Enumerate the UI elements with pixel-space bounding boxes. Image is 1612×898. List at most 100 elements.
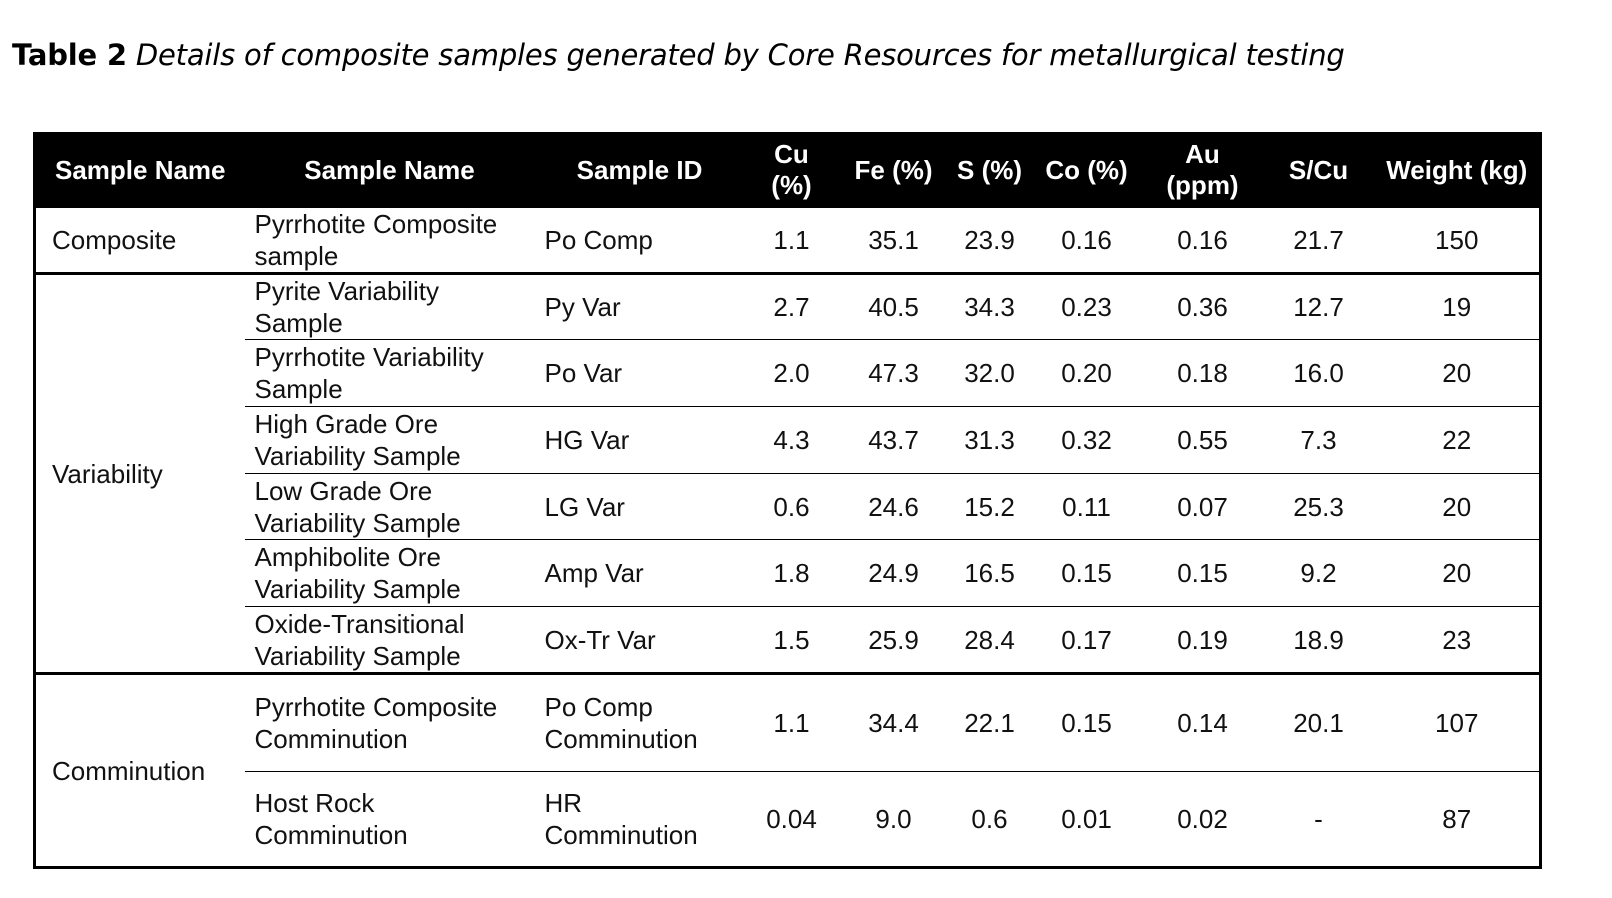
col-header: Sample Name xyxy=(34,133,245,207)
col-header: Au (ppm) xyxy=(1142,133,1263,207)
scu-cell: 25.3 xyxy=(1262,473,1375,540)
sample-id-cell: Ox-Tr Var xyxy=(534,606,745,674)
weight-cell: 20 xyxy=(1374,339,1541,407)
sample-name-cell: Oxide-Transitional Variability Sample xyxy=(244,606,535,674)
sample-name-cell: Pyrite Variability Sample xyxy=(244,272,535,340)
scu-cell: 7.3 xyxy=(1262,406,1375,474)
s-cell: 23.9 xyxy=(948,205,1031,274)
table-caption: Table 2 Details of composite samples gen… xyxy=(12,38,1345,72)
col-header: Weight (kg) xyxy=(1374,133,1541,207)
table-row: Low Grade Ore Variability Sample LG Var 0.… xyxy=(35,473,1541,540)
au-cell: 0.36 xyxy=(1142,272,1263,340)
au-cell: 0.18 xyxy=(1142,339,1263,407)
fe-cell: 40.5 xyxy=(838,272,949,340)
cu-cell: 1.1 xyxy=(744,205,839,274)
co-cell: 0.15 xyxy=(1030,539,1143,607)
col-header: Co (%) xyxy=(1030,133,1143,207)
s-cell: 15.2 xyxy=(948,473,1031,540)
sample-id-cell: Amp Var xyxy=(534,539,745,607)
co-cell: 0.20 xyxy=(1030,339,1143,407)
fe-cell: 43.7 xyxy=(838,406,949,474)
sample-name-cell: Low Grade Ore Variability Sample xyxy=(244,473,535,540)
table-row: High Grade Ore Variability Sample HG Var 4… xyxy=(35,406,1541,474)
cu-cell: 0.6 xyxy=(744,473,839,540)
fe-cell: 9.0 xyxy=(838,771,949,868)
s-cell: 34.3 xyxy=(948,272,1031,340)
caption-text: Details of composite samples generated b… xyxy=(135,38,1345,72)
cu-cell: 1.5 xyxy=(744,606,839,674)
cu-cell: 0.04 xyxy=(744,771,839,868)
co-cell: 0.01 xyxy=(1030,771,1143,868)
sample-name-cell: Pyrrhotite Composite sample xyxy=(244,205,535,274)
sample-name-cell: High Grade Ore Variability Sample xyxy=(244,406,535,474)
group-label: Composite xyxy=(34,205,245,274)
au-cell: 0.02 xyxy=(1142,771,1263,868)
fe-cell: 34.4 xyxy=(838,672,949,772)
weight-cell: 107 xyxy=(1374,672,1541,772)
s-cell: 28.4 xyxy=(948,606,1031,674)
scu-cell: - xyxy=(1262,771,1375,868)
co-cell: 0.11 xyxy=(1030,473,1143,540)
table-row: Oxide-Transitional Variability Sample Ox-… xyxy=(35,606,1541,674)
samples-table: Sample Name Sample Name Sample ID Cu (%)… xyxy=(33,132,1542,869)
fe-cell: 25.9 xyxy=(838,606,949,674)
group-label: Comminution xyxy=(34,672,245,868)
cu-cell: 2.0 xyxy=(744,339,839,407)
sample-id-cell: HR Comminution xyxy=(534,771,745,868)
table-row: Comminution Pyrrhotite Composite Comminut… xyxy=(34,672,1541,868)
au-cell: 0.55 xyxy=(1142,406,1263,474)
group-label: Variability xyxy=(34,272,245,674)
table-body: Composite Pyrrhotite Composite sample Po C… xyxy=(34,205,1541,868)
weight-cell: 23 xyxy=(1374,606,1541,674)
table-row: Variability Pyrite Variability Sample Py V… xyxy=(34,272,1541,674)
col-header: Fe (%) xyxy=(838,133,949,207)
col-header: Sample Name xyxy=(244,133,535,207)
cu-cell: 2.7 xyxy=(744,272,839,340)
au-cell: 0.07 xyxy=(1142,473,1263,540)
s-cell: 16.5 xyxy=(948,539,1031,607)
scu-cell: 20.1 xyxy=(1262,672,1375,772)
co-cell: 0.16 xyxy=(1030,205,1143,274)
weight-cell: 20 xyxy=(1374,473,1541,540)
sample-id-cell: Po Comp Comminution xyxy=(534,672,745,772)
au-cell: 0.16 xyxy=(1142,205,1263,274)
s-cell: 32.0 xyxy=(948,339,1031,407)
sample-id-cell: Py Var xyxy=(534,272,745,340)
weight-cell: 87 xyxy=(1374,771,1541,868)
table-row: Pyrrhotite Variability Sample Po Var 2.0 47… xyxy=(35,339,1541,407)
col-header: Sample ID xyxy=(534,133,745,207)
sample-id-cell: LG Var xyxy=(534,473,745,540)
scu-cell: 18.9 xyxy=(1262,606,1375,674)
weight-cell: 150 xyxy=(1374,205,1541,274)
table-row: Host Rock Comminution HR Comminution 0.04 9… xyxy=(35,771,1541,868)
fe-cell: 47.3 xyxy=(838,339,949,407)
fe-cell: 35.1 xyxy=(838,205,949,274)
cu-cell: 1.1 xyxy=(744,672,839,772)
table-row: Amphibolite Ore Variability Sample Amp Va… xyxy=(35,539,1541,607)
s-cell: 0.6 xyxy=(948,771,1031,868)
scu-cell: 9.2 xyxy=(1262,539,1375,607)
au-cell: 0.19 xyxy=(1142,606,1263,674)
au-cell: 0.14 xyxy=(1142,672,1263,772)
sample-id-cell: Po Comp xyxy=(534,205,745,274)
sample-name-cell: Pyrrhotite Variability Sample xyxy=(244,339,535,407)
table-row: Composite Pyrrhotite Composite sample Po C… xyxy=(34,205,1541,274)
header-row: Sample Name Sample Name Sample ID Cu (%)… xyxy=(34,133,1541,207)
caption-label: Table 2 xyxy=(12,38,127,72)
col-header: S (%) xyxy=(948,133,1031,207)
col-header: S/Cu xyxy=(1262,133,1375,207)
co-cell: 0.17 xyxy=(1030,606,1143,674)
scu-cell: 21.7 xyxy=(1262,205,1375,274)
sample-name-cell: Amphibolite Ore Variability Sample xyxy=(244,539,535,607)
scu-cell: 12.7 xyxy=(1262,272,1375,340)
co-cell: 0.15 xyxy=(1030,672,1143,772)
co-cell: 0.23 xyxy=(1030,272,1143,340)
s-cell: 22.1 xyxy=(948,672,1031,772)
scu-cell: 16.0 xyxy=(1262,339,1375,407)
fe-cell: 24.6 xyxy=(838,473,949,540)
cu-cell: 4.3 xyxy=(744,406,839,474)
sample-id-cell: HG Var xyxy=(534,406,745,474)
weight-cell: 20 xyxy=(1374,539,1541,607)
cu-cell: 1.8 xyxy=(744,539,839,607)
au-cell: 0.15 xyxy=(1142,539,1263,607)
